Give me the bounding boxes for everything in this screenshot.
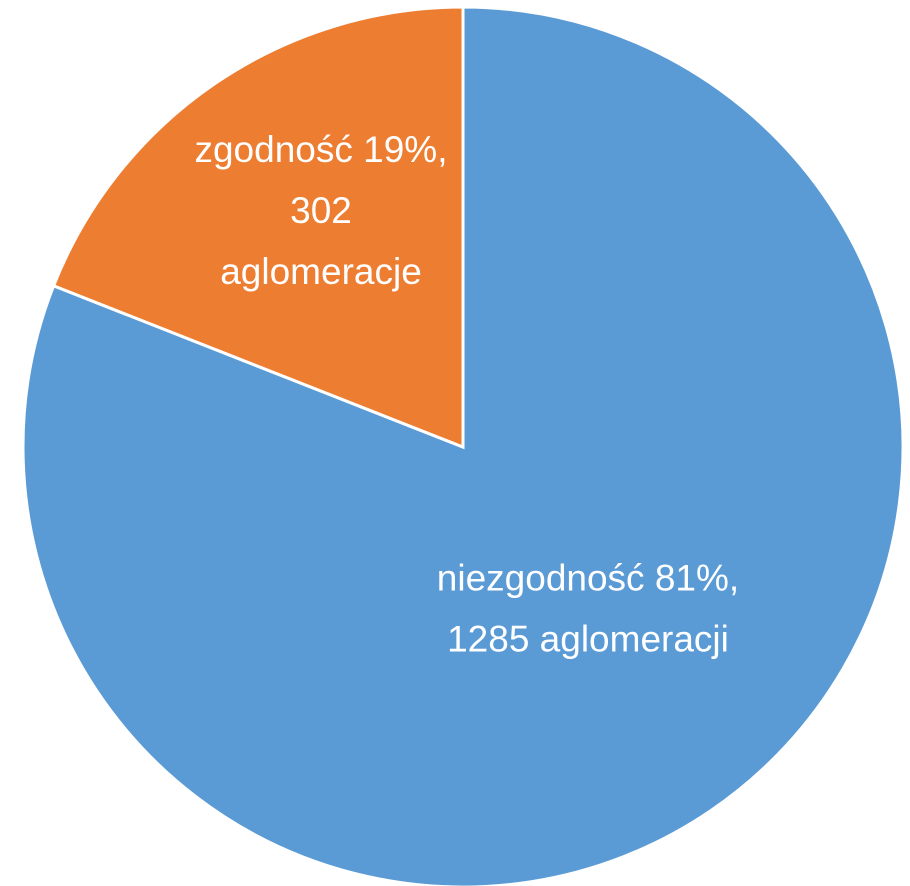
pie-slice xyxy=(51,5,465,450)
data-label: zgodność 19%, 302 aglomeracje xyxy=(194,129,447,292)
data-label: niezgodność 81%, 1285 aglomeracji xyxy=(437,557,739,659)
